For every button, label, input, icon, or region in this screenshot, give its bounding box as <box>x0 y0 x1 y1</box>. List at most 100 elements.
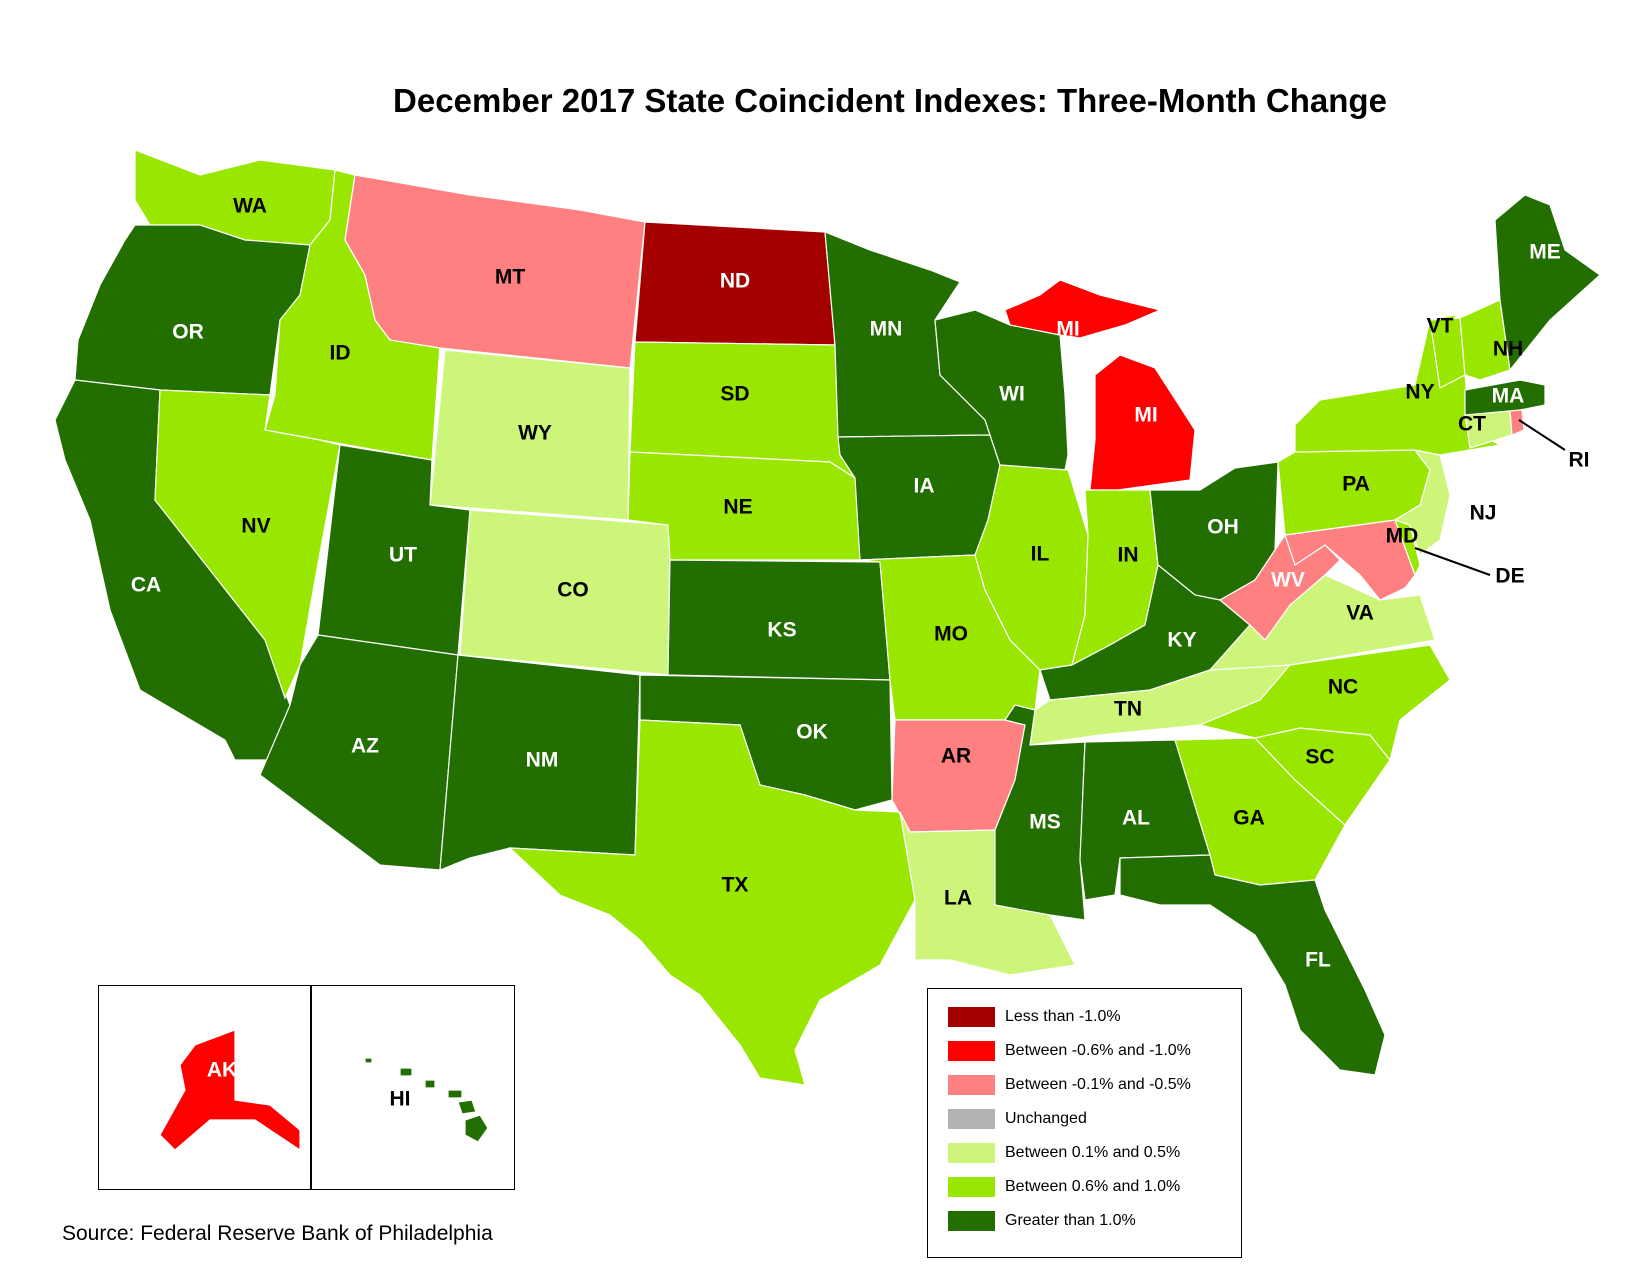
state-label-tx: TX <box>722 874 749 897</box>
state-label-wy: WY <box>518 422 552 445</box>
state-label-nc: NC <box>1328 676 1358 699</box>
legend-item-p06_p1: Between 0.6% and 1.0% <box>948 1177 1180 1197</box>
state-label-nh: NH <box>1493 338 1523 361</box>
state-label-or: OR <box>172 321 204 344</box>
legend-label: Greater than 1.0% <box>1005 1212 1136 1229</box>
state-shape-fl <box>1119 854 1386 1076</box>
leader-line-ri <box>1518 419 1566 451</box>
state-label-ut: UT <box>389 544 417 567</box>
state-labels: WA OR CA ID NV MT WY UT AZ CO NM ND SD NE KS OK TX MN IA MO… <box>131 195 1590 1111</box>
state-label-me: ME <box>1529 241 1561 264</box>
legend-label: Between -0.6% and -1.0% <box>1005 1042 1191 1059</box>
state-label-ak: AK <box>207 1059 237 1082</box>
state-label-md: MD <box>1386 525 1419 548</box>
legend-label: Between 0.1% and 0.5% <box>1005 1144 1181 1161</box>
legend: Less than -1.0% Between -0.6% and -1.0% Be… <box>927 988 1242 1258</box>
state-or <box>74 224 311 396</box>
legend-label: Between 0.6% and 1.0% <box>1005 1178 1181 1195</box>
legend-item-gt_1: Greater than 1.0% <box>948 1211 1136 1231</box>
state-ak <box>159 1029 301 1152</box>
legend-item-neg01_neg05: Between -0.1% and -0.5% <box>948 1075 1191 1095</box>
legend-swatch <box>948 1075 995 1095</box>
state-shape-nc <box>1198 644 1451 762</box>
state-label-ok: OK <box>796 721 828 744</box>
state-label-fl: FL <box>1305 949 1331 972</box>
state-label-ms: MS <box>1029 811 1061 834</box>
state-shape-ms <box>994 704 1086 921</box>
states-layer <box>54 149 1601 1152</box>
state-label-nv: NV <box>241 515 270 538</box>
state-label-de: DE <box>1495 565 1524 588</box>
state-label-wv: WV <box>1271 569 1305 592</box>
state-shape-hi <box>364 1057 373 1064</box>
state-shape-nh <box>1459 299 1511 381</box>
state-label-ar: AR <box>941 745 971 768</box>
state-nj <box>1393 449 1451 556</box>
legend-label: Unchanged <box>1005 1110 1087 1127</box>
state-label-id: ID <box>330 342 351 365</box>
legend-item-p01_p05: Between 0.1% and 0.5% <box>948 1143 1180 1163</box>
state-shape-nj <box>1393 449 1451 556</box>
state-label-nd: ND <box>720 270 750 293</box>
state-label-mi: MI <box>1056 318 1079 341</box>
state-shape-hi <box>447 1089 463 1099</box>
state-wv <box>1218 533 1341 641</box>
state-shape-hi <box>424 1079 436 1089</box>
state-label-ma: MA <box>1492 385 1525 408</box>
legend-label: Between -0.1% and -0.5% <box>1005 1076 1191 1093</box>
state-label-in: IN <box>1118 544 1139 567</box>
state-label-oh: OH <box>1207 516 1239 539</box>
state-label-vt: VT <box>1427 315 1454 338</box>
state-label-ks: KS <box>767 619 796 642</box>
legend-item-neg06_neg1: Between -0.6% and -1.0% <box>948 1041 1191 1061</box>
state-label-sc: SC <box>1305 746 1334 769</box>
state-mi <box>1004 279 1196 491</box>
state-label-wa: WA <box>233 195 267 218</box>
state-shape-mi <box>1004 279 1162 339</box>
state-label-wi: WI <box>999 383 1025 406</box>
state-label-al: AL <box>1122 807 1150 830</box>
state-shape-wi <box>934 309 1069 471</box>
state-ne <box>627 451 871 561</box>
state-fl <box>1119 854 1386 1076</box>
state-label-ca: CA <box>131 574 161 597</box>
state-label-nm: NM <box>526 749 559 772</box>
state-shape-wv <box>1218 533 1341 641</box>
state-shape-or <box>74 224 311 396</box>
state-me <box>1494 194 1601 372</box>
legend-label: Less than -1.0% <box>1005 1008 1121 1025</box>
state-label-mt: MT <box>495 266 525 289</box>
state-label-pa: PA <box>1342 473 1370 496</box>
state-tx <box>508 719 916 1086</box>
state-label-la: LA <box>944 887 972 910</box>
source-note: Source: Federal Reserve Bank of Philadel… <box>62 1222 493 1245</box>
state-shape-nv <box>154 389 341 700</box>
state-label-mn: MN <box>870 318 903 341</box>
state-label-az: AZ <box>351 735 379 758</box>
state-nh <box>1459 299 1511 381</box>
leader-line-de <box>1414 547 1491 576</box>
state-shape-tx <box>508 719 916 1086</box>
legend-swatch <box>948 1109 995 1129</box>
legend-swatch <box>948 1143 995 1163</box>
state-label-hi: HI <box>390 1088 411 1111</box>
state-label-tn: TN <box>1114 698 1142 721</box>
state-label-va: VA <box>1346 602 1374 625</box>
state-hi <box>364 1057 489 1143</box>
state-label-sd: SD <box>720 383 749 406</box>
state-label-ct: CT <box>1458 413 1486 436</box>
legend-item-lt_neg1: Less than -1.0% <box>948 1007 1121 1027</box>
state-wi <box>934 309 1069 471</box>
state-label-ny: NY <box>1405 381 1434 404</box>
state-nv <box>154 389 341 700</box>
legend-swatch <box>948 1041 995 1061</box>
state-shape-ma <box>1464 379 1546 416</box>
state-label-il: IL <box>1031 543 1050 566</box>
state-label-ga: GA <box>1233 807 1265 830</box>
state-shape-ne <box>627 451 871 561</box>
state-label-mo: MO <box>934 623 968 646</box>
state-shape-hi <box>457 1099 477 1115</box>
legend-swatch <box>948 1177 995 1197</box>
state-shape-mt <box>344 174 646 369</box>
